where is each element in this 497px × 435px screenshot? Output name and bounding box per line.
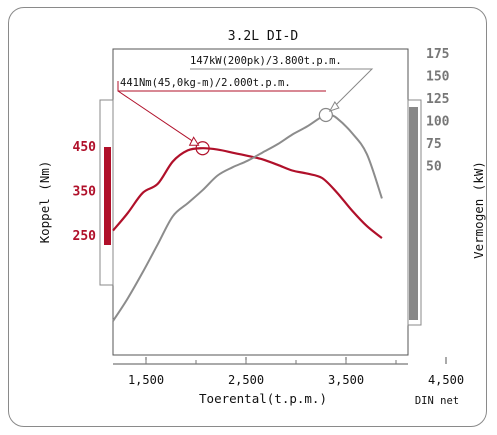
chart-title: 3.2L DI-D [228,29,299,44]
x-tick-label: 3,500 [328,373,364,387]
plot-area [112,48,409,356]
x-axis-label: Toerental(t.p.m.) [199,391,327,406]
x-tick-label: 1,500 [128,373,164,387]
x-tick-label: 4,500 [428,373,464,387]
y-right-tick-label: 100 [426,115,450,130]
din-net-label: DIN net [415,395,459,407]
x-tick-label: 2,500 [228,373,264,387]
right-axis-bracket [407,99,422,326]
power-peak-label: 147kW(200pk)/3.800t.p.m. [190,55,342,67]
power-axis-bar [409,107,418,320]
left-axis-bracket [99,99,114,286]
torque-axis-bar [104,147,111,245]
torque-peak-label: 441Nm(45,0kg-m)/2.000t.p.m. [120,77,291,89]
torque-peak-arrow [188,136,200,146]
torque-line [112,147,383,239]
y-right-tick-label: 150 [426,70,450,85]
y-left-tick-label: 350 [73,185,97,200]
y-left-tick-label: 250 [73,229,97,244]
y-axis-right-label: Vermogen (kW) [471,161,486,259]
power-line [112,113,383,322]
y-right-tick-label: 175 [426,47,449,62]
y-axis-left-label: Koppel (Nm) [37,161,52,244]
power-peak-arrow [328,101,340,112]
chart-frame [8,7,487,427]
y-left-tick-label: 450 [73,140,97,155]
torque-peak-leader [117,90,196,144]
y-right-tick-label: 75 [426,137,442,152]
power-peak-leader [190,68,374,108]
y-right-tick-label: 125 [426,92,449,107]
torque-peak-marker [195,141,210,156]
y-right-tick-label: 50 [426,160,442,175]
